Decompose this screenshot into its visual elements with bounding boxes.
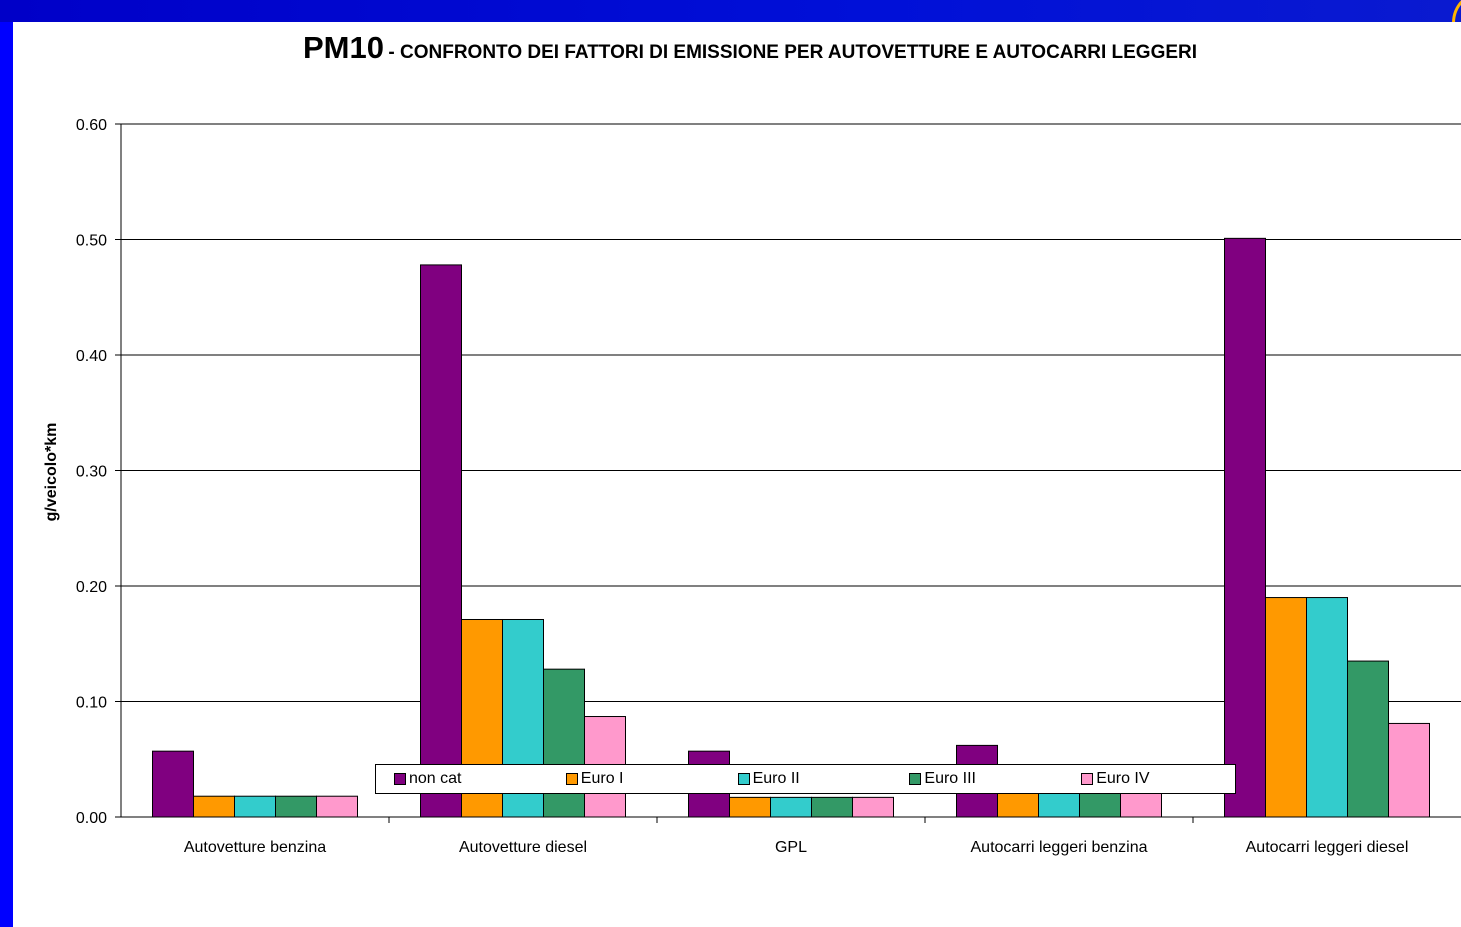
legend-item: non cat <box>376 770 548 788</box>
y-axis-label: g/veicolo*km <box>43 422 60 522</box>
y-tick-label: 0.40 <box>76 348 107 365</box>
legend-label: Euro I <box>580 770 624 787</box>
legend-swatch <box>1081 773 1094 785</box>
chart-title-main: PM10 <box>302 30 384 65</box>
chart-legend: non cat Euro I Euro II Euro III Euro IV <box>375 764 1236 794</box>
y-tick-label: 0.50 <box>76 233 107 250</box>
chart-title: PM10 - CONFRONTO DEI FATTORI DI EMISSION… <box>0 30 1461 66</box>
x-tick-label: Autocarri leggeri diesel <box>1246 839 1409 856</box>
legend-label: Euro IV <box>1096 770 1150 787</box>
bar <box>852 796 894 818</box>
legend-label: non cat <box>409 770 462 787</box>
y-tick-label: 0.20 <box>76 579 107 596</box>
bar <box>420 264 462 818</box>
y-tick-label: 0.60 <box>76 117 107 134</box>
x-tick-label: Autovetture benzina <box>184 839 326 856</box>
x-tick-label: Autocarri leggeri benzina <box>971 839 1148 856</box>
legend-label: Euro III <box>924 770 976 787</box>
slide-top-band <box>0 0 1461 22</box>
bar <box>234 795 276 818</box>
bar <box>1038 791 1080 818</box>
y-tick-label: 0.30 <box>76 464 107 481</box>
legend-item: Euro II <box>720 770 892 788</box>
bar <box>1079 791 1121 818</box>
legend-swatch <box>394 773 406 785</box>
bar <box>543 668 585 818</box>
bar <box>152 750 194 818</box>
bar <box>275 795 317 818</box>
bar <box>997 791 1039 818</box>
x-tick-label: GPL <box>775 839 807 856</box>
y-tick-label: 0.00 <box>76 810 107 827</box>
bar <box>193 795 235 818</box>
bar <box>729 796 771 818</box>
bar <box>1347 660 1389 818</box>
legend-swatch <box>909 773 922 785</box>
bar <box>770 796 812 818</box>
legend-item: Euro III <box>891 770 1063 788</box>
bar <box>1306 597 1348 818</box>
legend-item: Euro IV <box>1063 770 1235 788</box>
bar <box>1224 237 1266 818</box>
x-tick-label: Autovetture diesel <box>459 839 587 856</box>
legend-swatch <box>565 773 578 785</box>
bar <box>811 796 853 818</box>
bar <box>1265 597 1307 818</box>
legend-label: Euro II <box>752 770 800 787</box>
y-tick-label: 0.10 <box>76 695 107 712</box>
legend-swatch <box>737 773 750 785</box>
bar <box>316 795 358 818</box>
legend-item: Euro I <box>548 770 720 788</box>
chart-subtitle: - CONFRONTO DEI FATTORI DI EMISSIONE PER… <box>388 42 1198 63</box>
bar <box>1388 722 1430 818</box>
bar <box>1120 791 1162 818</box>
